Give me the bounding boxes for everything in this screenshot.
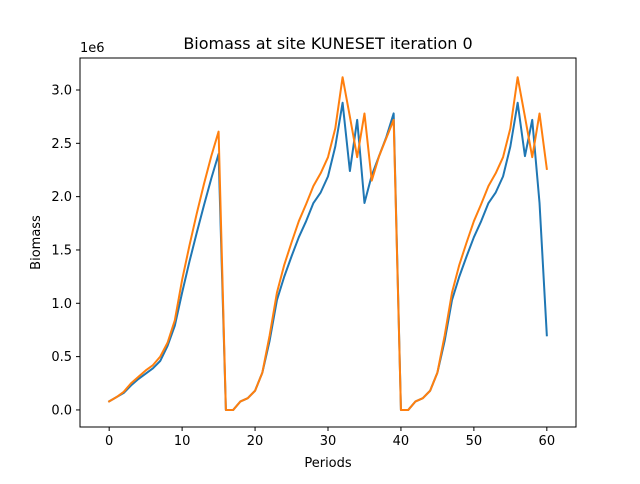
y-tick-label: 2.5 (51, 137, 72, 152)
x-tick-label: 20 (247, 434, 264, 449)
y-axis-label: Biomass (29, 215, 44, 270)
x-axis-ticks: 0 10 20 30 40 50 60 (105, 427, 555, 449)
y-tick-label: 2.0 (51, 190, 72, 205)
y-tick-label: 1.5 (51, 243, 72, 258)
series-line-1 (107, 101, 548, 411)
series-layer (107, 76, 548, 411)
series-line-2 (107, 76, 548, 411)
x-tick-label: 0 (105, 434, 113, 449)
x-axis-label: Periods (304, 456, 352, 471)
y-axis-ticks: 0.0 0.5 1.0 1.5 2.0 2.5 3.0 (51, 83, 80, 418)
x-tick-label: 60 (539, 434, 556, 449)
x-tick-label: 40 (393, 434, 410, 449)
chart-title: Biomass at site KUNESET iteration 0 (183, 34, 472, 53)
y-tick-label: 1.0 (51, 297, 72, 312)
y-tick-label: 3.0 (51, 83, 72, 98)
x-tick-label: 50 (466, 434, 483, 449)
x-tick-label: 10 (174, 434, 191, 449)
x-tick-label: 30 (320, 434, 337, 449)
y-tick-label: 0.5 (51, 350, 72, 365)
y-tick-label: 0.0 (51, 403, 72, 418)
plot-area-frame (79, 57, 577, 428)
y-axis-offset-label: 1e6 (80, 41, 105, 56)
